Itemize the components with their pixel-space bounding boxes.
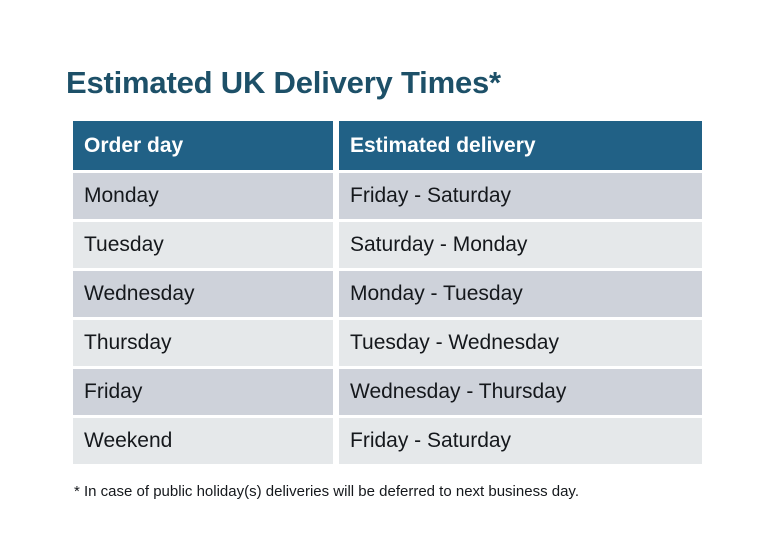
cell-estimated-delivery: Tuesday - Wednesday (339, 320, 702, 366)
cell-order-day: Weekend (73, 418, 333, 464)
cell-estimated-delivery: Wednesday - Thursday (339, 369, 702, 415)
page-title: Estimated UK Delivery Times* (66, 64, 501, 100)
cell-order-day: Wednesday (73, 271, 333, 317)
table-row: Monday Friday - Saturday (73, 173, 702, 219)
cell-estimated-delivery: Friday - Saturday (339, 173, 702, 219)
table-row: Weekend Friday - Saturday (73, 418, 702, 464)
column-header-order-day: Order day (73, 121, 333, 170)
table-row: Tuesday Saturday - Monday (73, 222, 702, 268)
table-header-row: Order day Estimated delivery (73, 121, 702, 170)
cell-estimated-delivery: Monday - Tuesday (339, 271, 702, 317)
table-row: Wednesday Monday - Tuesday (73, 271, 702, 317)
cell-order-day: Thursday (73, 320, 333, 366)
table-body: Monday Friday - Saturday Tuesday Saturda… (73, 173, 702, 464)
cell-order-day: Friday (73, 369, 333, 415)
table-row: Friday Wednesday - Thursday (73, 369, 702, 415)
cell-order-day: Monday (73, 173, 333, 219)
cell-estimated-delivery: Saturday - Monday (339, 222, 702, 268)
table-row: Thursday Tuesday - Wednesday (73, 320, 702, 366)
column-header-estimated-delivery: Estimated delivery (339, 121, 702, 170)
table-header: Order day Estimated delivery (73, 121, 702, 170)
footnote: * In case of public holiday(s) deliverie… (74, 483, 579, 500)
cell-order-day: Tuesday (73, 222, 333, 268)
delivery-times-table: Order day Estimated delivery Monday Frid… (67, 118, 708, 467)
cell-estimated-delivery: Friday - Saturday (339, 418, 702, 464)
